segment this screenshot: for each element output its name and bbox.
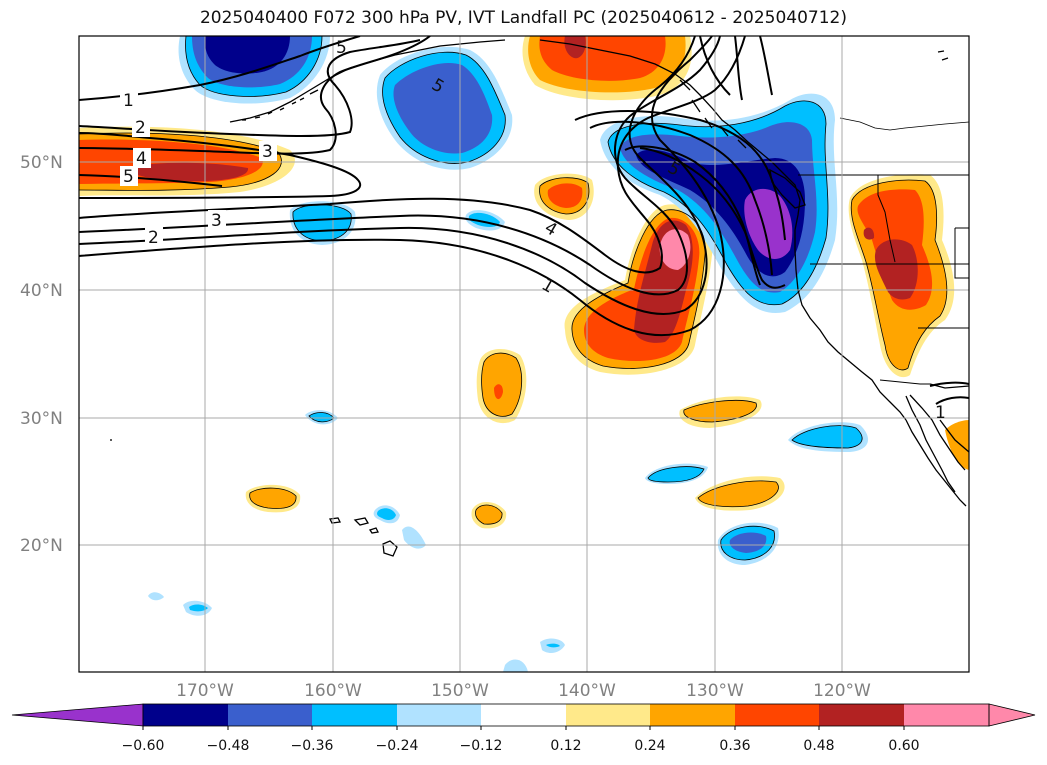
colorbar-swatch <box>566 704 650 726</box>
lat-label: 40°N <box>20 281 63 301</box>
contour-label: 3 <box>211 211 222 231</box>
contour-label: 1 <box>935 403 946 423</box>
colorbar-tick-label: −0.36 <box>291 738 334 754</box>
negative-anomaly-fields <box>148 36 869 672</box>
lon-label: 140°W <box>558 681 616 701</box>
contour-label: 5 <box>336 38 347 58</box>
colorbar-tick-label: 0.60 <box>888 738 919 754</box>
lon-label: 130°W <box>686 681 744 701</box>
colorbar-swatch <box>228 704 312 726</box>
longitude-labels: 170°W 160°W 150°W 140°W 130°W 120°W <box>176 681 871 701</box>
colorbar-tick-label: 0.12 <box>550 738 581 754</box>
colorbar-swatch <box>143 704 228 726</box>
colorbar-swatch <box>819 704 904 726</box>
colorbar-max-arrow <box>988 703 1036 727</box>
colorbar-swatch <box>312 704 397 726</box>
colorbar-tick-label: −0.24 <box>376 738 419 754</box>
lat-label: 20°N <box>20 536 63 556</box>
contour-label: 1 <box>123 91 134 111</box>
lon-label: 160°W <box>304 681 362 701</box>
lat-label: 50°N <box>20 153 63 173</box>
contour-label: 3 <box>262 142 273 162</box>
colorbar-tick-label: −0.12 <box>460 738 503 754</box>
colorbar-swatch <box>397 704 481 726</box>
latitude-labels: 50°N 40°N 30°N 20°N <box>20 153 63 556</box>
lat-label: 30°N <box>20 409 63 429</box>
contour-label: 2 <box>135 118 146 138</box>
map-title: 2025040400 F072 300 hPa PV, IVT Landfall… <box>199 8 847 28</box>
map-area: 1 2 3 4 5 5 3 2 4 1 5 5 1 <box>79 36 969 672</box>
lon-label: 150°W <box>431 681 489 701</box>
colorbar-swatch <box>481 704 566 726</box>
contour-labels: 1 2 3 4 5 5 3 2 4 1 5 5 1 <box>120 38 946 423</box>
ivt-contours <box>79 36 969 405</box>
colorbar-tick-label: 0.24 <box>634 738 665 754</box>
colorbar-tick-label: 0.36 <box>719 738 750 754</box>
colorbar-swatch <box>735 704 819 726</box>
contour-label: 4 <box>136 149 147 169</box>
positive-anomaly-fields <box>79 36 969 529</box>
colorbar-tick-label: 0.48 <box>803 738 834 754</box>
lon-label: 170°W <box>176 681 234 701</box>
colorbar-tick-label: −0.48 <box>207 738 250 754</box>
colorbar: −0.60 −0.48 −0.36 −0.24 −0.12 0.12 0.24 … <box>11 703 1036 754</box>
map-frame <box>78 35 970 673</box>
colorbar-swatch <box>650 704 735 726</box>
contour-label: 5 <box>123 167 134 187</box>
lon-label: 120°W <box>813 681 871 701</box>
colorbar-min-arrow <box>11 703 144 727</box>
gridlines <box>79 36 969 672</box>
colorbar-tick-label: −0.60 <box>122 738 165 754</box>
contour-label: 2 <box>148 228 159 248</box>
colorbar-swatch <box>904 704 989 726</box>
